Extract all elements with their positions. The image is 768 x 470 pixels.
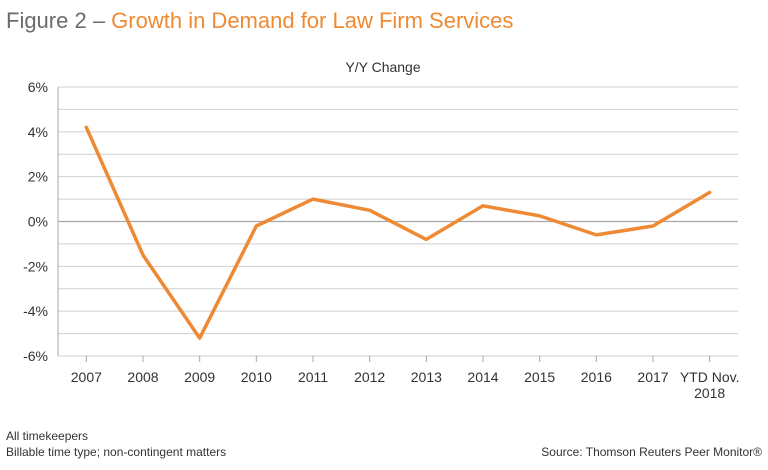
y-tick-label: 0% [28,214,48,230]
chart-title: Y/Y Change [345,59,420,75]
x-tick-label: 2016 [581,369,612,385]
figure-title: Growth in Demand for Law Firm Services [111,8,514,33]
axes: 6% 4% 2% 0% -2% -4% -6% 2007 2008 2009 2010 2011 201… [23,79,739,401]
x-tick-label: 2012 [354,369,385,385]
data-point [425,238,428,241]
data-point [198,336,201,340]
x-tick-label: 2010 [241,369,272,385]
data-point [481,204,485,208]
x-tick-label: 2014 [467,369,498,385]
y-tick-label: 2% [28,169,48,185]
x-tick-label: 2008 [127,369,158,385]
y-tick-label: 6% [28,79,48,95]
figure-number: Figure 2 – [6,8,112,33]
x-tick-label: 2017 [637,369,668,385]
footnote-timekeepers: All timekeepers [6,429,89,443]
data-point [368,209,371,212]
series-line [84,125,712,340]
x-tick-label: 2007 [71,369,102,385]
x-tick-label: 2009 [184,369,215,385]
gridlines [58,86,738,357]
y-tick-label: -2% [23,258,48,274]
figure-heading: Figure 2 – Growth in Demand for Law Firm… [6,8,513,34]
data-point [311,197,315,201]
series-layer [84,125,712,340]
x-tick-label: YTD Nov. 2018 [680,369,740,401]
x-tick-label: 2011 [298,369,328,385]
x-tick-label: 2015 [524,369,555,385]
data-point [141,253,145,257]
x-tick-label: 2013 [411,369,442,385]
data-point [595,233,598,237]
data-point [255,224,258,228]
y-tick-label: -4% [23,303,48,319]
data-point [85,126,88,129]
data-point [651,224,655,228]
footnote-time-type: Billable time type; non-contingent matte… [6,445,227,459]
data-point [538,214,541,218]
y-tick-label: -6% [23,348,48,364]
data-point [708,191,711,194]
y-tick-label: 4% [28,124,48,140]
source-note: Source: Thomson Reuters Peer Monitor® [541,445,762,459]
